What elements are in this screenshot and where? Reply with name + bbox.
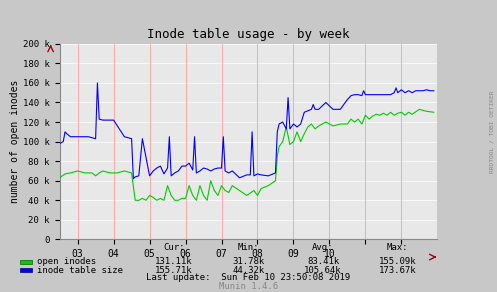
Text: Last update:  Sun Feb 10 23:50:08 2019: Last update: Sun Feb 10 23:50:08 2019 [147, 274, 350, 282]
Text: 44.32k: 44.32k [233, 266, 264, 274]
Title: Inode table usage - by week: Inode table usage - by week [147, 28, 350, 41]
Text: 173.67k: 173.67k [379, 266, 416, 274]
Text: open inodes: open inodes [37, 258, 96, 266]
Text: 155.71k: 155.71k [155, 266, 193, 274]
Text: Munin 1.4.6: Munin 1.4.6 [219, 282, 278, 291]
Text: 83.41k: 83.41k [307, 258, 339, 266]
Text: Max:: Max: [387, 243, 409, 252]
Text: Cur:: Cur: [163, 243, 185, 252]
Text: 131.11k: 131.11k [155, 258, 193, 266]
Text: inode table size: inode table size [37, 266, 123, 274]
Text: 105.64k: 105.64k [304, 266, 342, 274]
Text: 31.78k: 31.78k [233, 258, 264, 266]
Y-axis label: number of open inodes: number of open inodes [10, 80, 20, 203]
Text: RRDTOOL / TOBI OETIKER: RRDTOOL / TOBI OETIKER [490, 90, 495, 173]
Text: Min:: Min: [238, 243, 259, 252]
Text: 155.09k: 155.09k [379, 258, 416, 266]
Text: Avg:: Avg: [312, 243, 334, 252]
